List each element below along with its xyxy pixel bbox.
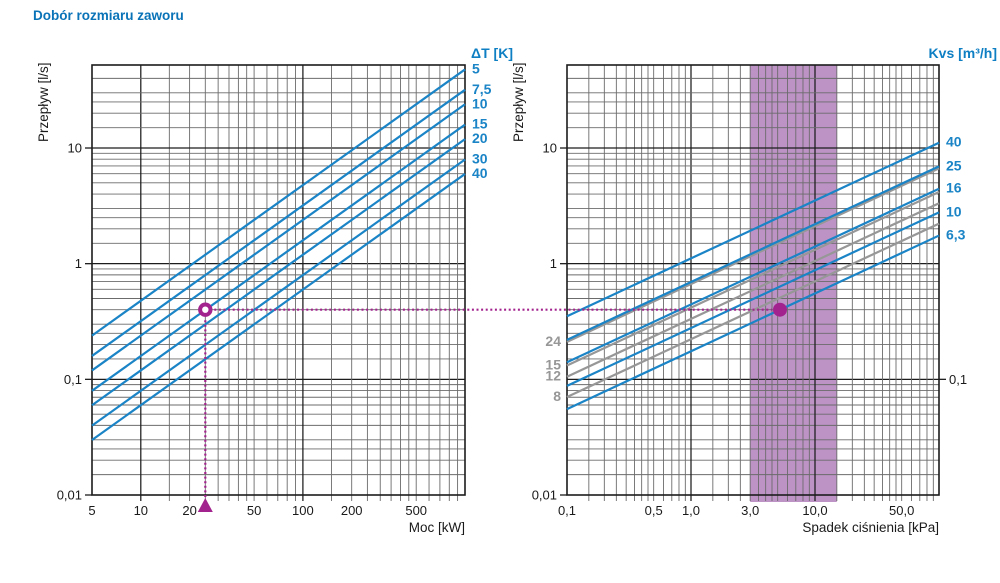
series-label-16: 16 <box>946 180 962 196</box>
series-line-30 <box>91 158 466 427</box>
y-tick-label: 0,01 <box>57 488 82 503</box>
plot-border <box>566 64 940 496</box>
series-label-10: 10 <box>946 203 962 219</box>
series-label-7,5: 7,5 <box>472 81 492 97</box>
x-tick-label: 1,0 <box>682 503 700 518</box>
series-line-10 <box>566 211 940 387</box>
x-tick-label: 500 <box>405 503 427 518</box>
series-label-40: 40 <box>472 165 488 181</box>
series-label-12: 12 <box>545 368 561 384</box>
y-tick-label: 10 <box>543 141 557 156</box>
series-label-8: 8 <box>553 388 561 404</box>
x-tick-label: 100 <box>292 503 314 518</box>
x-tick-label: 10 <box>134 503 148 518</box>
y-axis-title: Przepływ [l/s] <box>36 62 51 142</box>
x-axis-title: Moc [kW] <box>409 520 465 535</box>
x-tick-label: 50 <box>247 503 261 518</box>
series-label-10: 10 <box>472 95 488 111</box>
y-tick-label: 1 <box>550 256 557 271</box>
y-tick-label: 0,1 <box>64 372 82 387</box>
x-tick-label: 5 <box>88 503 95 518</box>
x-tick-label: 20 <box>182 503 196 518</box>
series-line-25 <box>566 165 940 341</box>
series-line-15 <box>91 123 466 392</box>
x-axis-title: Spadek ciśnienia [kPa] <box>802 520 939 535</box>
y-tick-label: 1 <box>75 256 82 271</box>
series-line-7,5 <box>91 88 466 357</box>
x-tick-label: 200 <box>341 503 363 518</box>
series-line-20 <box>91 138 466 407</box>
x-tick-label: 10,0 <box>802 503 827 518</box>
x-tick-label: 3,0 <box>741 503 759 518</box>
y-axis-title: Przepływ [l/s] <box>511 62 526 142</box>
selection-ring-marker <box>198 302 213 317</box>
grid <box>92 65 465 501</box>
y-tick-label: 0,01 <box>532 488 557 503</box>
pressure-selection-band <box>750 65 837 502</box>
series-header: Kvs [m³/h] <box>929 45 997 61</box>
series-label-25: 25 <box>946 157 962 173</box>
plot-border <box>91 64 466 496</box>
series-line-24 <box>566 167 940 343</box>
series-label-6,3: 6,3 <box>946 227 966 243</box>
page-title: Dobór rozmiaru zaworu <box>33 8 184 23</box>
selection-dot-marker <box>772 302 787 317</box>
series-label-30: 30 <box>472 150 488 166</box>
selection-overlay <box>197 302 787 512</box>
series-line-40 <box>91 173 466 441</box>
x-tick-label: 0,5 <box>645 503 663 518</box>
series-label-15: 15 <box>472 116 488 132</box>
x-tick-label: 50,0 <box>889 503 914 518</box>
series-label-40: 40 <box>946 134 962 150</box>
power-marker-triangle <box>197 498 213 512</box>
series-label-5: 5 <box>472 60 480 76</box>
series-line-15 <box>566 190 940 367</box>
series-label-15: 15 <box>545 356 561 372</box>
series-line-6,3 <box>566 234 940 411</box>
series-label-20: 20 <box>472 130 488 146</box>
series-label-24: 24 <box>545 333 561 349</box>
y-tick-label: 10 <box>68 141 82 156</box>
series-line-10 <box>91 103 466 372</box>
series-header: ΔT [K] <box>471 45 513 61</box>
series-line-40 <box>566 141 940 318</box>
x-tick-label: 0,1 <box>558 503 576 518</box>
series-line-5 <box>91 68 466 337</box>
series-line-16 <box>566 187 940 364</box>
y-tick-label: 0,1 <box>949 372 967 387</box>
series-line-12 <box>566 202 940 378</box>
power-flow-chart: 5 10 20 50 100 200 500 10 1 0,1 0,01 Moc [kW] Przepł… <box>36 45 513 535</box>
